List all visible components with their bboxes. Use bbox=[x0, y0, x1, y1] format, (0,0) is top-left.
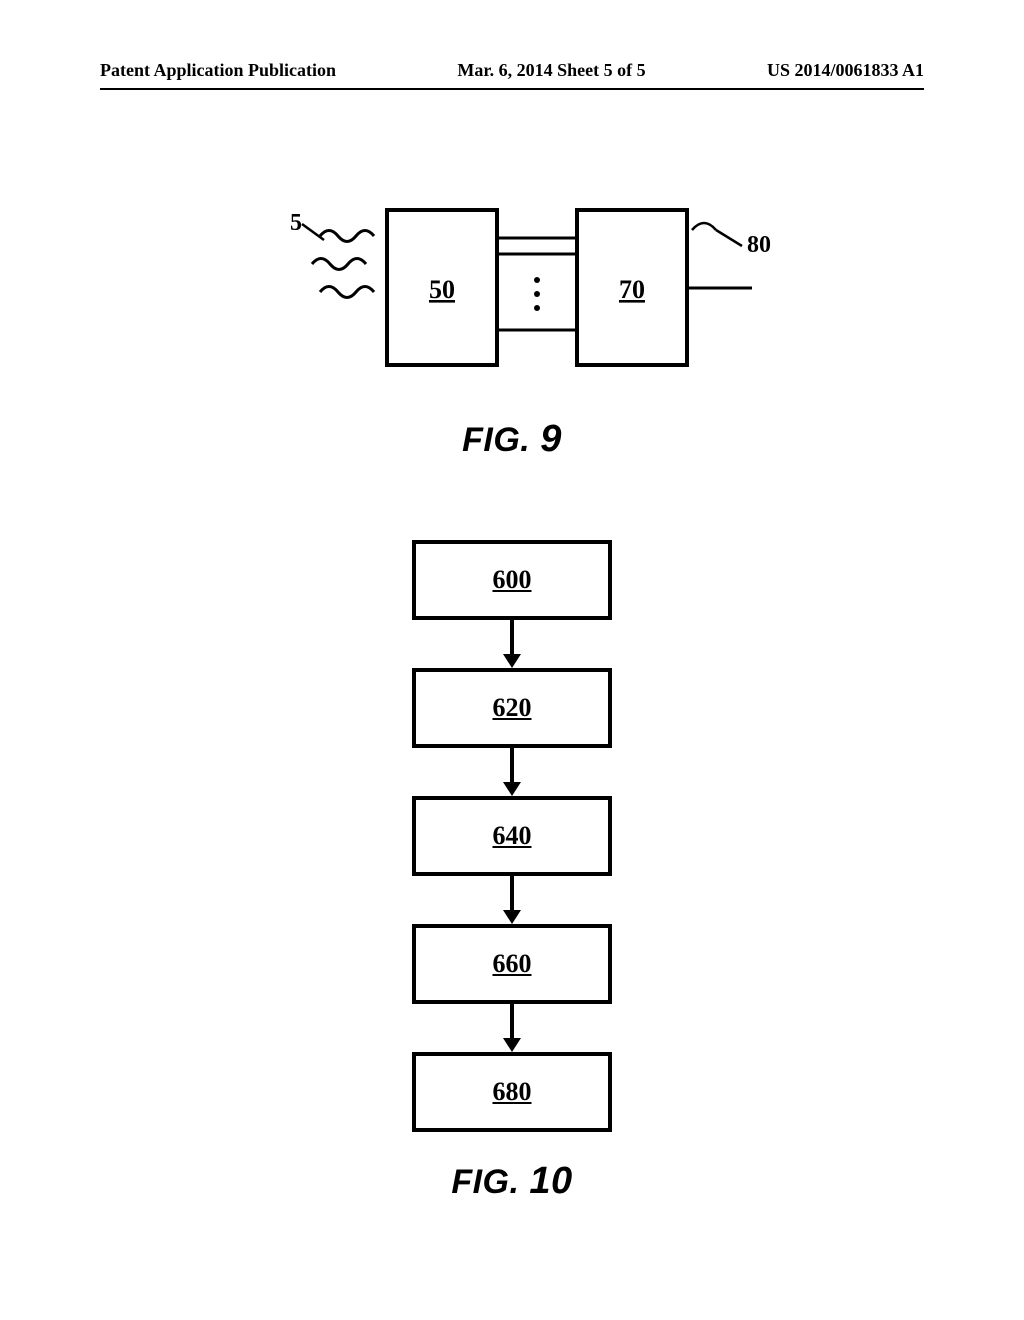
fig10-flow: 600 620 640 660 bbox=[412, 540, 612, 1132]
figure-9: 50 70 5 bbox=[0, 190, 1024, 461]
flow-step-640: 640 bbox=[412, 796, 612, 876]
fig9-box-50-label: 50 bbox=[429, 275, 455, 304]
fig9-lead-line bbox=[302, 224, 324, 240]
fig9-ellipsis-dot bbox=[534, 291, 540, 297]
figure-10: 600 620 640 660 bbox=[0, 540, 1024, 1203]
fig9-lead-curve bbox=[692, 223, 716, 230]
fig10-caption: FIG. 10 bbox=[451, 1160, 572, 1203]
header-left: Patent Application Publication bbox=[100, 60, 336, 81]
fig10-caption-prefix: FIG. bbox=[451, 1163, 519, 1201]
fig9-wave-icon bbox=[312, 259, 366, 270]
fig9-wave-icon bbox=[320, 287, 374, 298]
flow-arrow bbox=[510, 1004, 514, 1052]
fig9-lead-line bbox=[716, 230, 742, 246]
flow-arrow bbox=[510, 620, 514, 668]
fig9-caption-num: 9 bbox=[540, 418, 562, 460]
flow-step-label: 620 bbox=[493, 693, 532, 723]
fig9-caption: FIG. 9 bbox=[462, 418, 562, 461]
flow-step-620: 620 bbox=[412, 668, 612, 748]
arrow-head-icon bbox=[503, 910, 521, 924]
arrow-head-icon bbox=[503, 782, 521, 796]
header-center: Mar. 6, 2014 Sheet 5 of 5 bbox=[457, 60, 645, 81]
patent-page: Patent Application Publication Mar. 6, 2… bbox=[0, 0, 1024, 1320]
flow-step-660: 660 bbox=[412, 924, 612, 1004]
flow-arrow bbox=[510, 748, 514, 796]
flow-arrow bbox=[510, 876, 514, 924]
page-header: Patent Application Publication Mar. 6, 2… bbox=[0, 60, 1024, 81]
flow-step-680: 680 bbox=[412, 1052, 612, 1132]
flow-step-label: 600 bbox=[493, 565, 532, 595]
flow-step-label: 660 bbox=[493, 949, 532, 979]
arrow-head-icon bbox=[503, 1038, 521, 1052]
fig9-diagram: 50 70 5 bbox=[252, 190, 772, 390]
arrow-head-icon bbox=[503, 654, 521, 668]
fig10-caption-num: 10 bbox=[529, 1160, 572, 1202]
fig9-svg: 50 70 5 bbox=[252, 190, 772, 390]
fig9-ellipsis-dot bbox=[534, 277, 540, 283]
flow-step-label: 640 bbox=[493, 821, 532, 851]
header-right: US 2014/0061833 A1 bbox=[767, 60, 924, 81]
fig9-callout-5: 5 bbox=[290, 210, 302, 236]
fig9-wave-icon bbox=[320, 231, 374, 242]
fig9-caption-prefix: FIG. bbox=[462, 421, 530, 459]
header-rule bbox=[100, 88, 924, 90]
fig9-callout-80: 80 bbox=[747, 232, 771, 258]
fig9-ellipsis-dot bbox=[534, 305, 540, 311]
fig9-box-70-label: 70 bbox=[619, 275, 645, 304]
flow-step-600: 600 bbox=[412, 540, 612, 620]
flow-step-label: 680 bbox=[493, 1077, 532, 1107]
